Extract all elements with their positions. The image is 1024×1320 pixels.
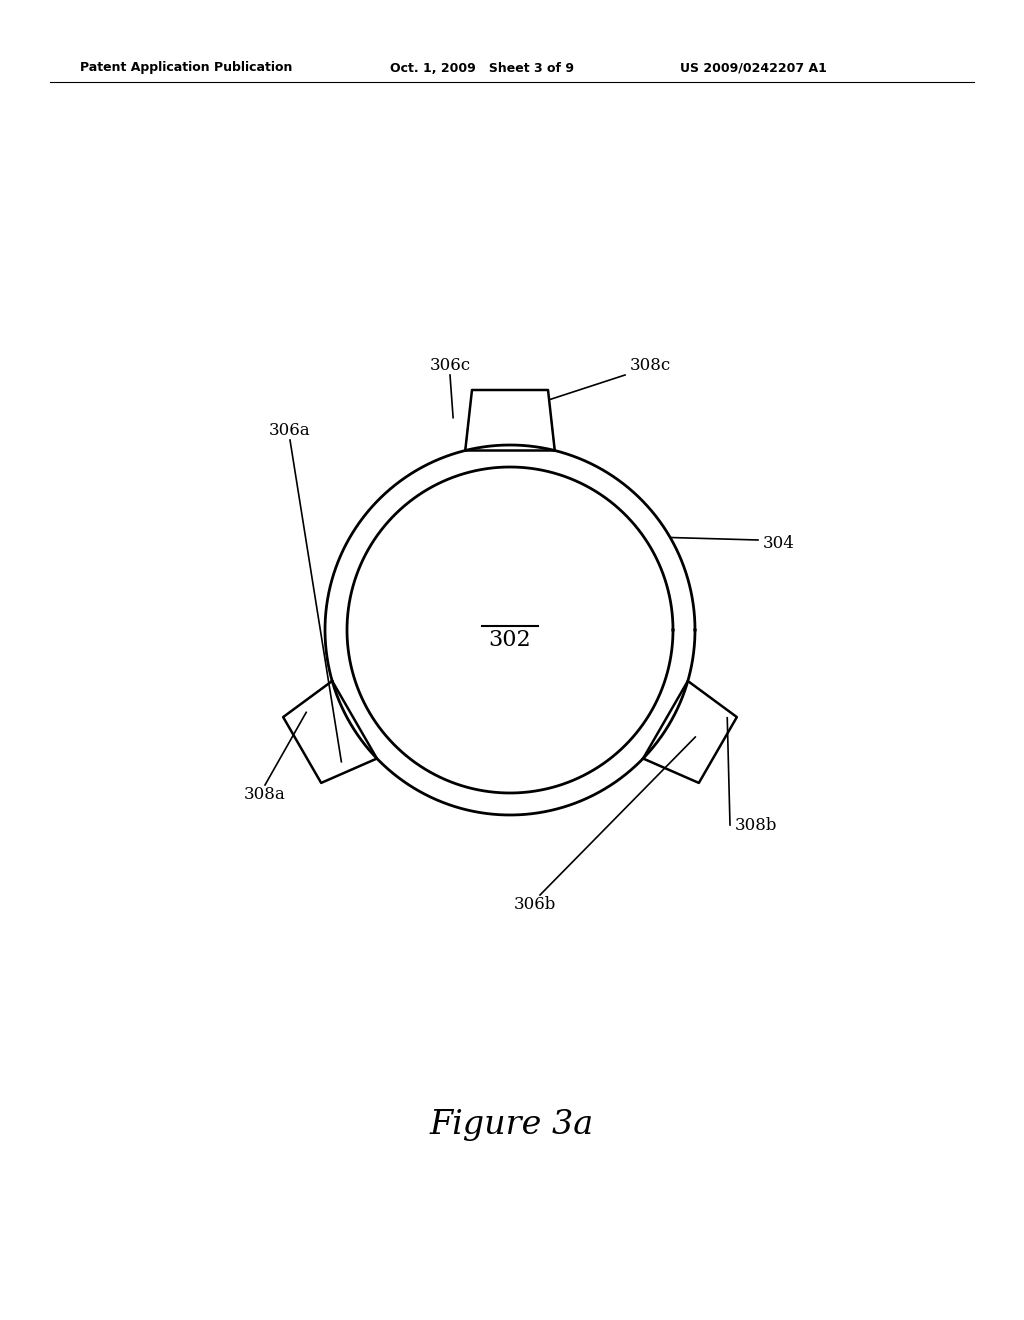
Text: Patent Application Publication: Patent Application Publication	[80, 62, 293, 74]
Text: 302: 302	[488, 630, 531, 651]
Text: 304: 304	[763, 535, 795, 552]
Text: 306a: 306a	[269, 422, 311, 440]
Text: 308a: 308a	[244, 785, 286, 803]
Text: 306c: 306c	[429, 356, 471, 374]
Text: Oct. 1, 2009   Sheet 3 of 9: Oct. 1, 2009 Sheet 3 of 9	[390, 62, 574, 74]
Text: US 2009/0242207 A1: US 2009/0242207 A1	[680, 62, 826, 74]
Text: 308b: 308b	[735, 817, 777, 833]
Text: Figure 3a: Figure 3a	[430, 1109, 594, 1140]
Text: 306b: 306b	[514, 896, 556, 913]
Text: 308c: 308c	[630, 356, 672, 374]
